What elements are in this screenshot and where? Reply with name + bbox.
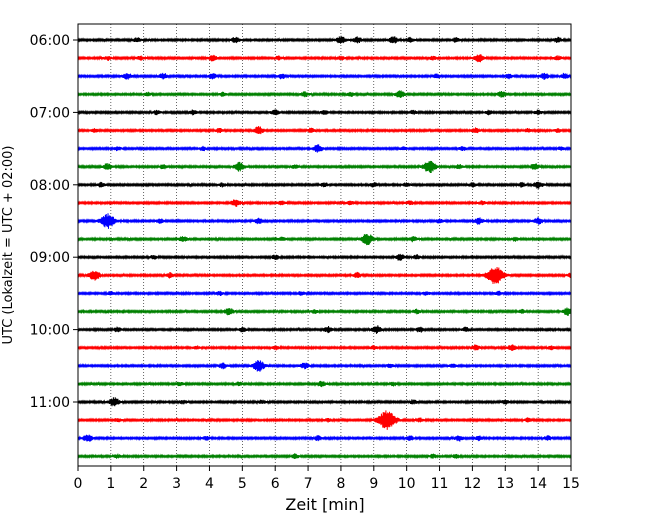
trace-row <box>77 181 572 189</box>
trace-row <box>77 434 572 442</box>
trace-row <box>77 307 572 316</box>
x-tick-label: 10 <box>398 476 416 492</box>
y-tick-label: 11:00 <box>30 395 70 411</box>
x-axis-label: Zeit [min] <box>285 495 364 514</box>
y-axis-ticks: 06:00 07:00 08:00 09:00 10:00 11:00 <box>30 33 78 411</box>
trace-row <box>77 199 572 207</box>
y-tick-label: 06:00 <box>30 33 70 49</box>
trace-row <box>77 360 572 372</box>
trace-row <box>77 380 572 388</box>
trace-row <box>77 266 572 284</box>
y-axis-label: UTC (Lokalzeit = UTC + 02:00) <box>1 146 16 345</box>
trace-row <box>77 213 572 229</box>
x-tick-label: 9 <box>369 476 378 492</box>
x-tick-label: 6 <box>271 476 280 492</box>
x-tick-label: 0 <box>74 476 83 492</box>
trace-row <box>77 160 572 173</box>
y-tick-label: 09:00 <box>30 250 70 266</box>
x-tick-label: 13 <box>496 476 514 492</box>
x-tick-label: 14 <box>529 476 547 492</box>
y-tick-label: 10:00 <box>30 323 70 339</box>
trace-row <box>77 397 572 407</box>
trace-row <box>77 126 572 135</box>
x-tick-label: 11 <box>431 476 449 492</box>
x-tick-label: 8 <box>336 476 345 492</box>
x-tick-label: 1 <box>106 476 115 492</box>
trace-row <box>77 54 572 63</box>
x-tick-label: 12 <box>463 476 481 492</box>
plot-frame <box>77 23 572 467</box>
traces <box>77 35 572 460</box>
trace-row <box>77 410 572 430</box>
x-tick-label: 15 <box>562 476 580 492</box>
x-tick-label: 4 <box>205 476 214 492</box>
trace-row <box>77 35 572 44</box>
x-tick-label: 5 <box>238 476 247 492</box>
trace-row <box>77 90 572 99</box>
y-tick-label: 08:00 <box>30 178 70 194</box>
trace-row <box>77 325 572 334</box>
x-axis-ticks: 0 1 2 3 4 5 6 7 8 9 10 11 12 13 14 15 <box>74 466 580 492</box>
x-tick-label: 7 <box>304 476 313 492</box>
trace-row <box>77 253 572 261</box>
trace-row <box>77 453 572 460</box>
plot-area <box>78 24 571 466</box>
x-tick-label: 3 <box>172 476 181 492</box>
trace-row <box>77 144 572 153</box>
trace-row <box>77 290 572 297</box>
x-tick-label: 2 <box>139 476 148 492</box>
trace-row <box>77 109 572 116</box>
trace-row <box>77 233 572 246</box>
trace-row <box>77 344 572 352</box>
trace-row <box>77 72 572 80</box>
y-tick-label: 07:00 <box>30 105 70 121</box>
